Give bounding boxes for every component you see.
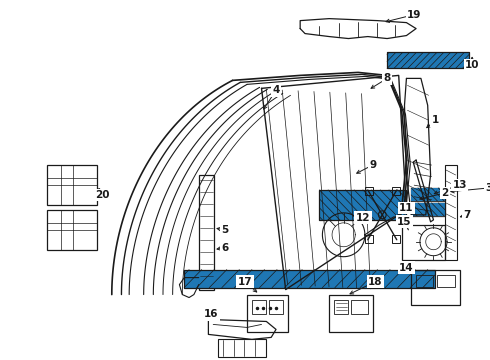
Text: 19: 19 [407, 10, 421, 20]
Bar [387, 53, 469, 68]
Text: 6: 6 [221, 243, 228, 253]
Bar [411, 203, 445, 216]
Bar [411, 188, 445, 201]
Bar [387, 53, 469, 68]
Bar [319, 190, 406, 220]
Bar [252, 300, 267, 315]
Text: 13: 13 [452, 180, 467, 190]
Bar [392, 187, 400, 195]
Text: 1: 1 [432, 115, 439, 125]
Bar [184, 270, 436, 288]
Bar [387, 53, 469, 68]
Bar [329, 294, 372, 332]
Bar [411, 188, 445, 201]
Bar [269, 300, 283, 315]
Text: 18: 18 [368, 276, 383, 287]
Text: 14: 14 [399, 263, 414, 273]
Text: 16: 16 [204, 310, 219, 319]
Text: 12: 12 [356, 213, 370, 223]
Bar [184, 270, 436, 288]
Bar [445, 165, 457, 260]
Text: 17: 17 [238, 276, 252, 287]
Bar [438, 275, 455, 287]
Bar [47, 210, 98, 250]
Bar [365, 235, 372, 243]
Bar [247, 294, 288, 332]
Bar [319, 190, 406, 220]
Bar [351, 300, 368, 315]
Bar [411, 188, 445, 201]
Text: 11: 11 [399, 203, 414, 213]
Text: 4: 4 [272, 85, 280, 95]
Bar [402, 225, 445, 260]
Bar [334, 300, 348, 315]
Text: 7: 7 [464, 210, 471, 220]
Bar [392, 235, 400, 243]
Bar [411, 203, 445, 216]
Text: 3: 3 [485, 183, 490, 193]
Bar [199, 175, 214, 289]
Bar [411, 270, 460, 305]
Text: 8: 8 [384, 73, 391, 84]
Bar [365, 187, 372, 195]
Text: 2: 2 [441, 188, 449, 198]
Bar [416, 275, 434, 287]
Bar [184, 270, 436, 288]
Bar [218, 339, 267, 357]
Text: 5: 5 [221, 225, 228, 235]
Bar [319, 190, 406, 220]
Bar [47, 165, 98, 205]
Text: 9: 9 [369, 160, 376, 170]
Text: 10: 10 [465, 60, 479, 71]
Text: 20: 20 [95, 190, 109, 200]
Text: 15: 15 [397, 217, 412, 227]
Bar [411, 203, 445, 216]
